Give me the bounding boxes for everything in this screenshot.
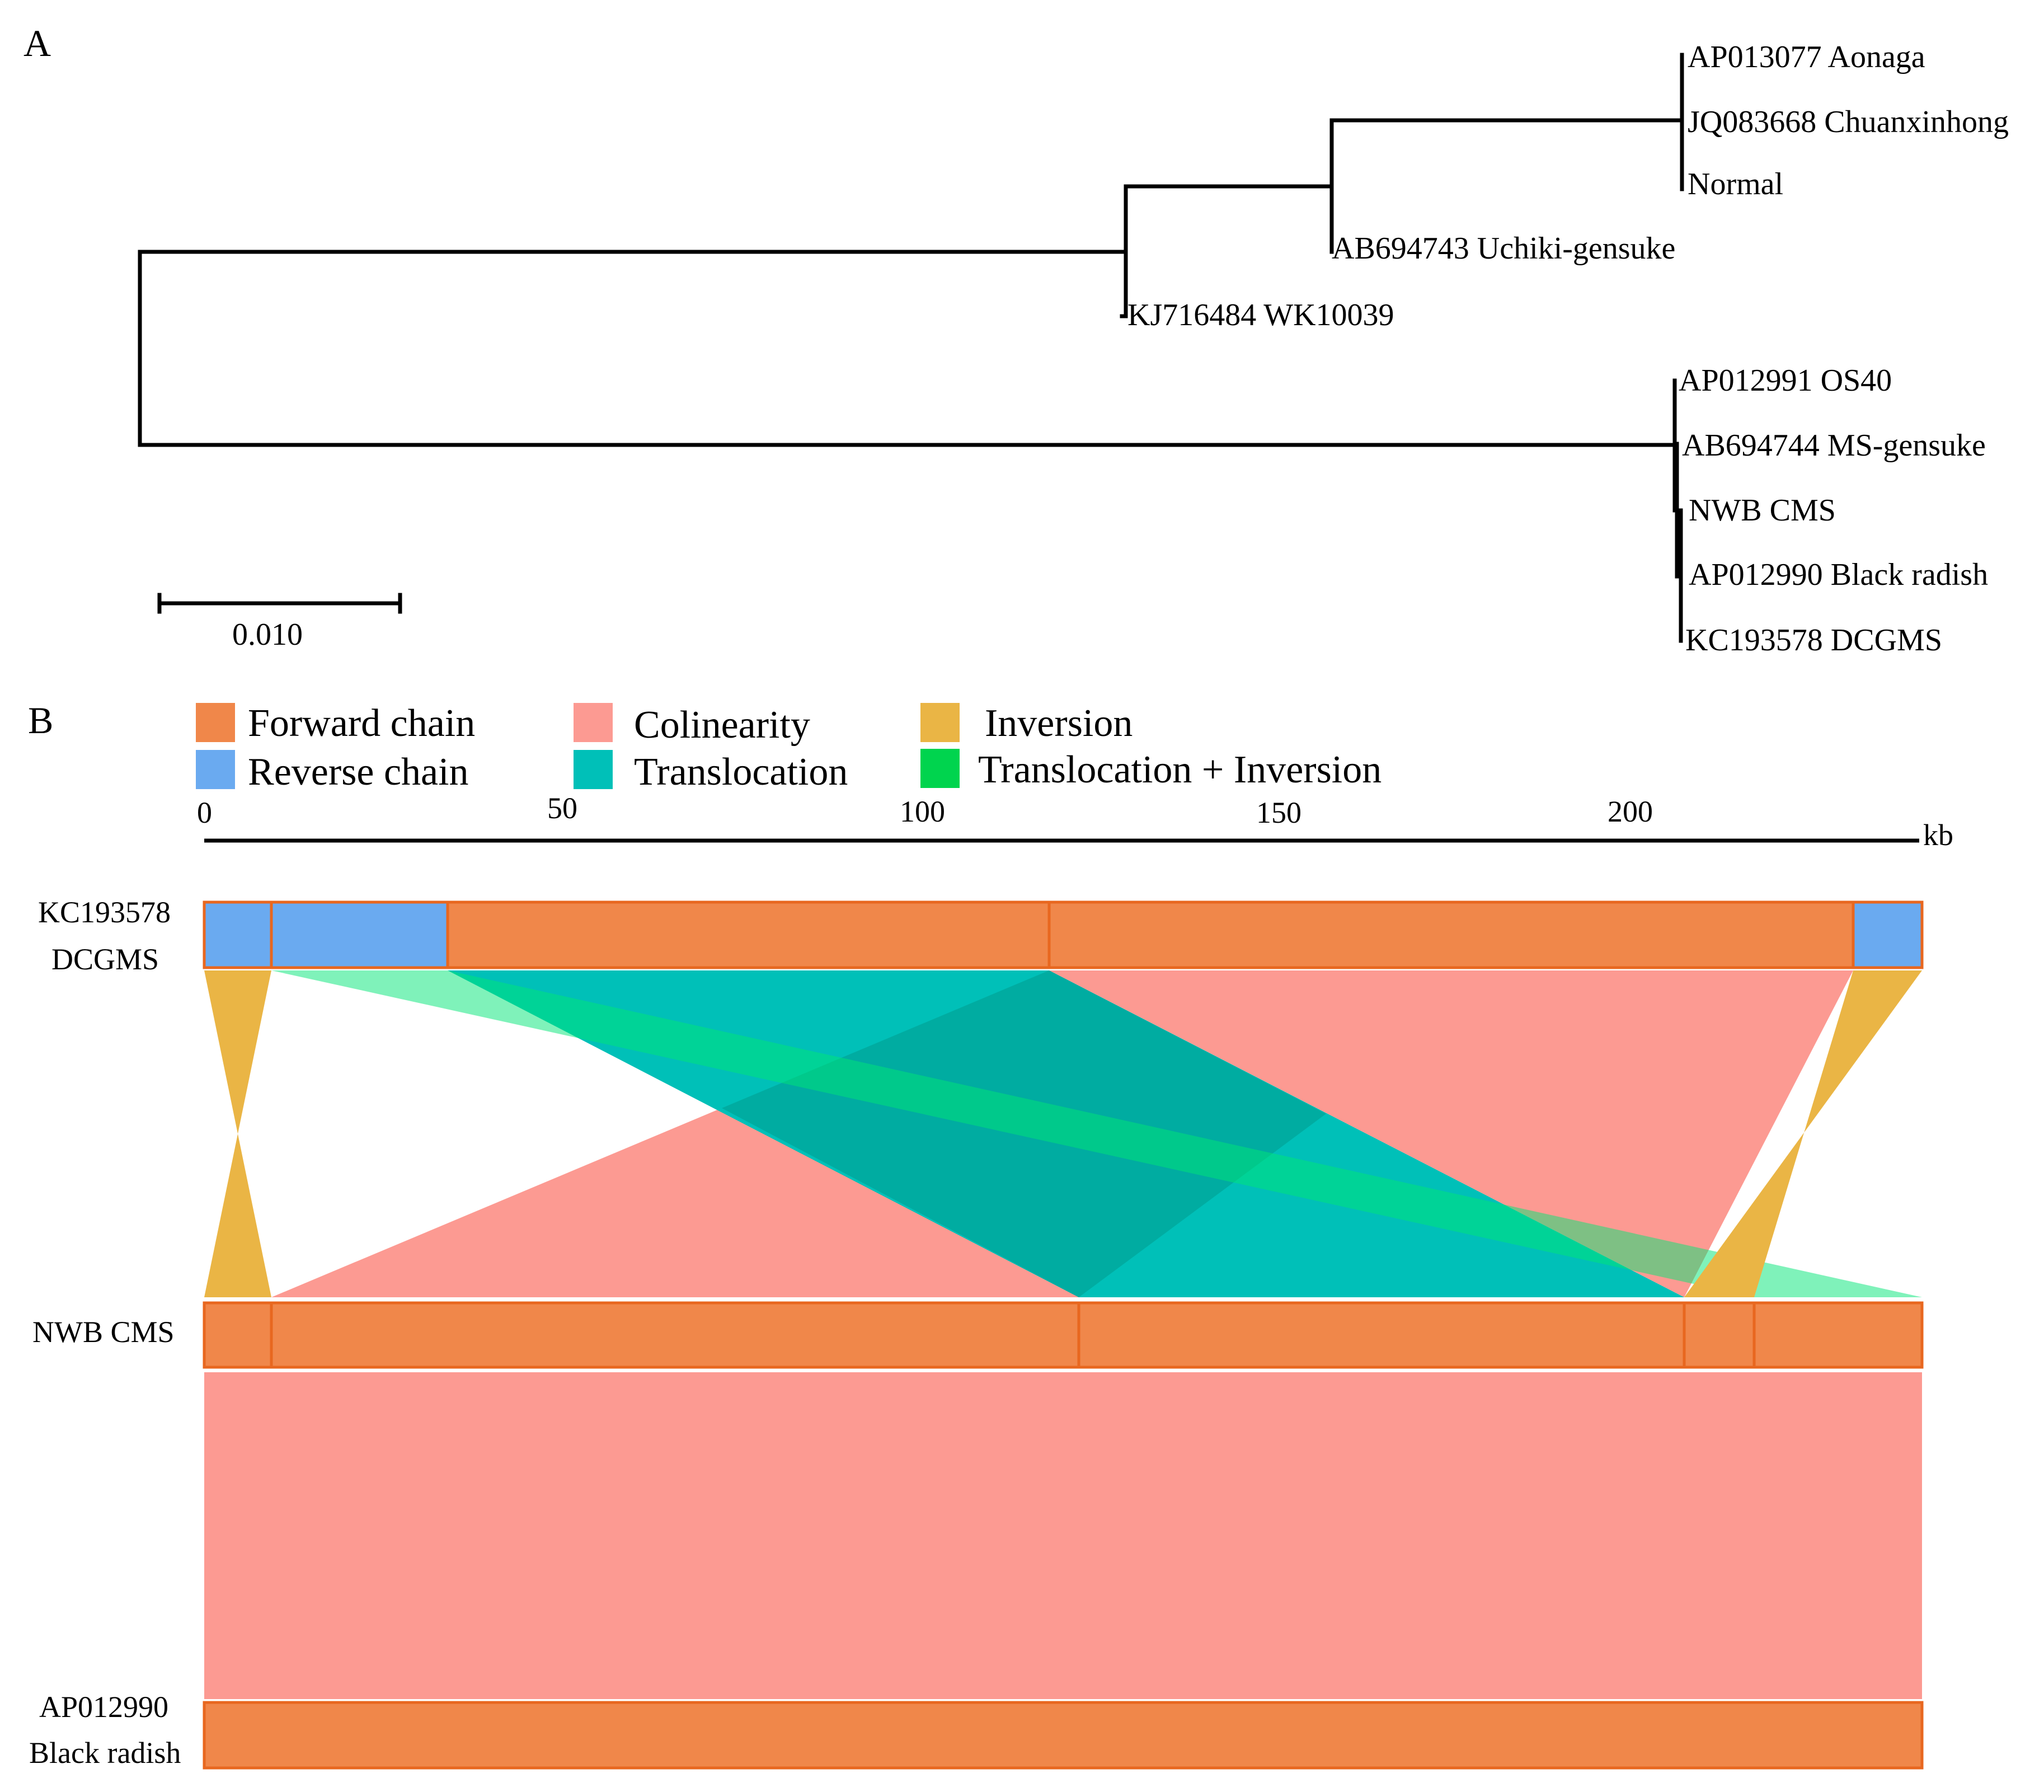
segment-forward: [446, 900, 1051, 969]
legend-label-translocation-inversion: Translocation + Inversion: [978, 748, 1382, 791]
tree-leaf-labels: AP013077 Aonaga JQ083668 Chuanxinhong No…: [1127, 40, 2009, 658]
sequence-track-kc193578: [203, 900, 1924, 969]
tree-leaf: KC193578 DCGMS: [1685, 623, 1942, 658]
ribbon-inversion-right: [1684, 970, 1922, 1297]
sequence-track-nwb-cms: [203, 1301, 1924, 1369]
synteny-ribbons: [204, 970, 1922, 1699]
legend-label-forward-chain: Forward chain: [248, 702, 475, 745]
tree-leaf: AB694743 Uchiki-gensuke: [1332, 231, 1675, 266]
ribbon-colinearity-lower: [204, 1372, 1922, 1699]
legend-label-reverse-chain: Reverse chain: [248, 750, 469, 794]
tree-leaf: AB694744 MS-gensuke: [1682, 428, 1986, 463]
sequence-labels: KC193578 DCGMS NWB CMS AP012990 Black ra…: [29, 895, 181, 1770]
legend-swatch-forward-chain: [196, 703, 235, 742]
tree-leaf: Normal: [1688, 167, 1783, 201]
segment-reverse: [1852, 900, 1924, 969]
tree-leaf: JQ083668 Chuanxinhong: [1688, 105, 2009, 139]
panel-label-b: B: [28, 699, 53, 742]
legend-label-inversion: Inversion: [985, 702, 1133, 745]
scale-bar-label: 0.010: [232, 617, 303, 652]
legend-label-colinearity: Colinearity: [634, 703, 810, 747]
tree-leaf: KJ716484 WK10039: [1127, 298, 1394, 332]
ribbon-translocation-inversion: [271, 970, 1922, 1297]
sequence-label: Black radish: [29, 1736, 181, 1770]
segment-forward: [203, 1701, 1924, 1770]
legend-swatch-colinearity: [574, 703, 613, 742]
axis-tick-label: 150: [1256, 796, 1301, 829]
sequence-label: AP012990: [39, 1690, 168, 1724]
axis-tick-label: 200: [1608, 795, 1653, 828]
sequence-label: KC193578: [38, 895, 171, 929]
segment-forward: [1047, 900, 1855, 969]
legend-swatch-translocation-inversion: [920, 749, 960, 788]
sequence-track-ap012990: [203, 1701, 1924, 1770]
segment-reverse: [203, 900, 273, 969]
axis-tick-label: 0: [197, 796, 212, 829]
legend-swatch-reverse-chain: [196, 750, 235, 789]
axis-unit-label: kb: [1923, 818, 1953, 852]
scale-bar: [157, 593, 402, 614]
axis-tick-label: 50: [547, 791, 577, 825]
legend-label-translocation: Translocation: [634, 750, 848, 794]
sequence-label: NWB CMS: [32, 1315, 175, 1349]
sequence-label: DCGMS: [51, 942, 159, 976]
tree-leaf: NWB CMS: [1689, 493, 1836, 528]
kb-axis: 0 50 100 150 200 kb: [197, 791, 1953, 852]
legend: Forward chain Reverse chain Colinearity …: [196, 702, 1382, 794]
ribbon-colinearity-right: [1049, 970, 1853, 1297]
ribbon-inversion-left: [204, 970, 271, 1297]
segment-reverse: [270, 900, 449, 969]
segment-forward: [1077, 1301, 1686, 1369]
segment-forward: [1752, 1301, 1924, 1369]
segment-forward: [270, 1301, 1080, 1369]
segment-forward: [203, 1301, 273, 1369]
panel-label-a: A: [24, 22, 51, 64]
segment-forward: [1683, 1301, 1756, 1369]
axis-tick-label: 100: [900, 795, 945, 828]
tree-leaf: AP013077 Aonaga: [1688, 40, 1925, 74]
legend-swatch-inversion: [920, 703, 960, 742]
tree-leaf: AP012990 Black radish: [1689, 557, 1988, 592]
phylogenetic-tree: 0.010: [138, 53, 1684, 652]
legend-swatch-translocation: [574, 750, 613, 789]
tree-leaf: AP012991 OS40: [1679, 363, 1892, 398]
